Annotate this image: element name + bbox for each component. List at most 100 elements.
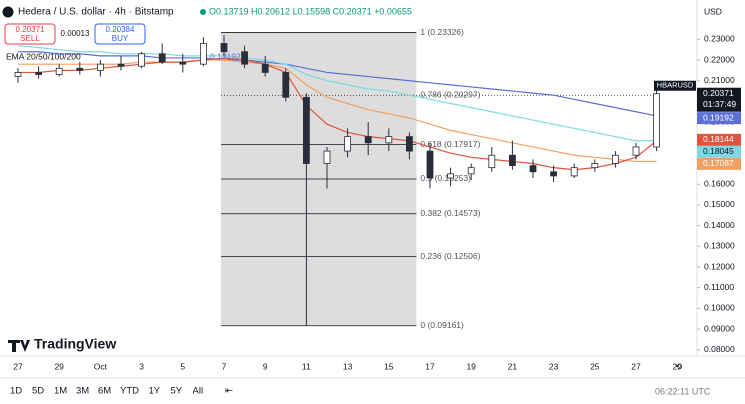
time-settings[interactable]: ⟲ <box>675 361 683 371</box>
x-tick-label: 27 <box>13 361 23 371</box>
fib-label: 0.5 (0.16253) <box>420 173 471 183</box>
candle-body <box>117 63 125 67</box>
x-tick-label: 21 <box>508 361 518 371</box>
ema-line <box>18 59 657 163</box>
range-button[interactable]: 1D <box>10 386 22 397</box>
candle-body <box>467 167 475 175</box>
range-button[interactable]: YTD <box>120 386 139 397</box>
price-tag-bg <box>697 145 741 158</box>
x-tick-label: 23 <box>549 361 559 371</box>
fib-label: 0 (0.09161) <box>420 320 464 330</box>
indicator-name: EMA 20/50/100/200 <box>6 51 81 61</box>
status-dot <box>200 9 206 15</box>
candle-body <box>199 43 207 65</box>
price-tag: 0.19192 <box>703 112 734 122</box>
candle-body <box>632 146 640 156</box>
y-tick-label: 0.12000 <box>704 261 735 271</box>
price-tag-bg <box>697 87 741 112</box>
candle-body <box>447 173 455 179</box>
candle-body <box>76 67 84 71</box>
date-range-button: ⇤ <box>225 386 233 397</box>
x-tick-label: 5 <box>180 361 185 371</box>
x-tick-label: 25 <box>590 361 600 371</box>
candle-body <box>653 93 660 148</box>
range-button[interactable]: 6M <box>98 386 111 397</box>
range-button[interactable]: All <box>193 386 204 397</box>
buy-label: BUY <box>112 34 129 43</box>
symbol-icon <box>2 6 14 18</box>
ema-line <box>18 51 657 117</box>
x-tick-label: 27 <box>631 361 641 371</box>
buy-price: 0.20384 <box>106 25 135 34</box>
candle-body <box>488 154 496 169</box>
candle-body <box>261 63 269 73</box>
y-tick-label: 0.08000 <box>704 344 735 354</box>
candle-body <box>612 154 619 164</box>
candle-body <box>179 61 187 65</box>
candle-body <box>35 72 42 75</box>
range-button[interactable]: 5D <box>32 386 44 397</box>
ema-line <box>18 57 657 171</box>
fib-label: 0.618 (0.17917) <box>420 139 480 149</box>
fib-label: 1 (0.23326) <box>420 27 464 37</box>
candle-body <box>302 96 310 164</box>
price-tag-bg <box>697 112 741 125</box>
x-tick-label: 13 <box>343 361 353 371</box>
range-button[interactable]: 3M <box>76 386 89 397</box>
currency: USD <box>704 6 722 16</box>
range-button[interactable]: 5Y <box>171 386 183 397</box>
brand-logo <box>8 340 30 352</box>
y-tick-label: 0.23000 <box>704 34 735 44</box>
y-tick-label: 0.22000 <box>704 54 735 64</box>
sell-price: 0.20371 <box>16 25 45 34</box>
brand: TradingView <box>34 336 116 352</box>
candle-body <box>220 43 228 53</box>
sell-label: SELL <box>20 34 40 43</box>
range-button[interactable]: 1M <box>54 386 67 397</box>
candle-body <box>241 51 249 65</box>
spread: 0.00013 <box>61 29 90 38</box>
candle-body <box>508 154 516 166</box>
sell-button[interactable] <box>4 23 56 45</box>
candle-body <box>405 136 413 152</box>
x-tick-label: 3 <box>139 361 144 371</box>
price-tag: 0.18045 <box>703 146 734 156</box>
countdown: 01:37:49 <box>703 99 736 109</box>
x-tick-label: 29 <box>54 361 64 371</box>
candle-body <box>529 165 537 173</box>
y-tick-label: 0.15000 <box>704 199 735 209</box>
buy-button[interactable] <box>94 23 146 45</box>
candle-body <box>364 136 372 144</box>
ohlc: O0.13719 H0.20612 L0.15598 C0.20371 +0.0… <box>209 6 412 16</box>
symbol-tag-bg <box>654 80 696 91</box>
y-tick-label: 0.13000 <box>704 241 735 251</box>
y-tick-label: 0.14000 <box>704 220 735 230</box>
chart-title: Hedera / U.S. dollar · 4h · Bitstamp <box>18 7 174 18</box>
fib-label: 0.382 (0.14573) <box>420 208 480 218</box>
candle-body <box>55 67 63 75</box>
price-tag: 0.20371 <box>703 88 734 98</box>
range-button[interactable]: 1Y <box>149 386 161 397</box>
y-tick-label: 0.10000 <box>704 303 735 313</box>
candle-body <box>323 150 331 164</box>
candle-body <box>282 72 290 98</box>
y-tick-label: 0.11000 <box>704 282 734 292</box>
candle-body <box>426 150 434 179</box>
x-tick-label: 11 <box>302 361 311 371</box>
x-tick-label: 19 <box>466 361 476 371</box>
y-tick-label: 0.09000 <box>704 323 735 333</box>
x-tick-label: 9 <box>263 361 268 371</box>
y-tick-label: 0.16000 <box>704 178 735 188</box>
candle-body <box>97 63 104 71</box>
price-tag-bg <box>697 133 741 146</box>
x-tick-label: 17 <box>425 361 435 371</box>
x-tick-label: 7 <box>222 361 227 371</box>
candle-body <box>385 136 393 144</box>
ema-line <box>17 44 657 142</box>
candle-body <box>591 163 599 169</box>
symbol-tag: HBARUSD <box>657 81 694 90</box>
y-tick-label: 0.21000 <box>704 75 735 85</box>
price-tag: 0.18144 <box>703 134 734 144</box>
candle-body <box>158 53 166 63</box>
